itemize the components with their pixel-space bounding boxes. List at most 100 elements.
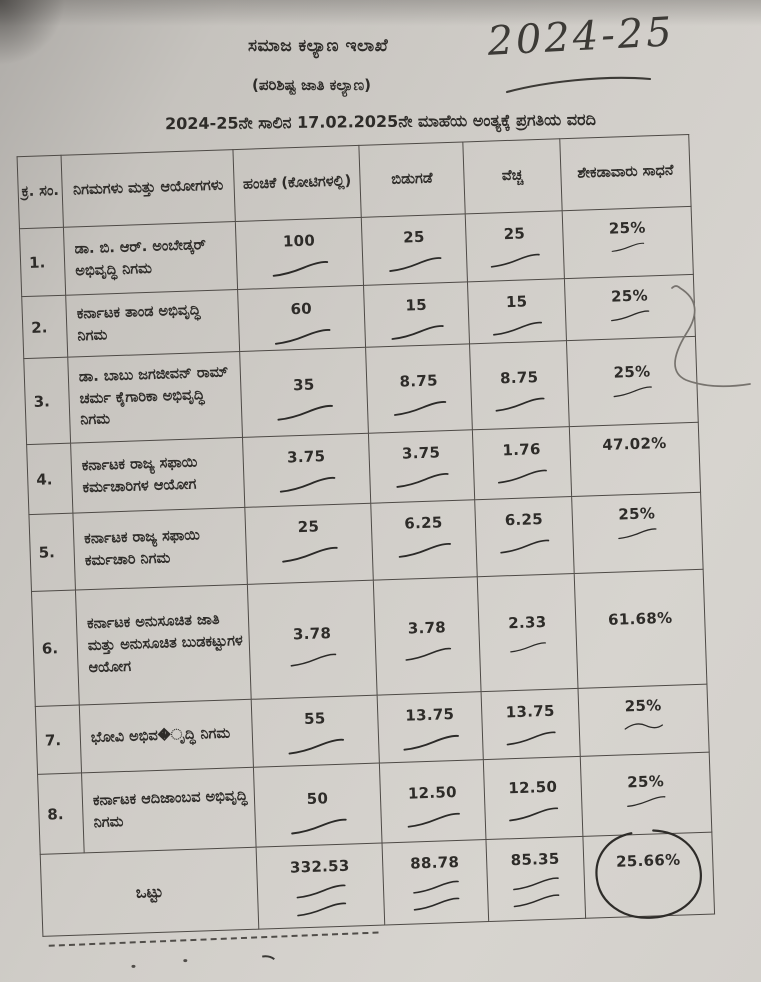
- row-number: 7.: [35, 704, 82, 775]
- row-number: 4.: [26, 443, 73, 515]
- allocation-value: 3.75: [286, 447, 326, 467]
- expenditure-cell: 13.75: [481, 688, 581, 760]
- progress-table: ಕ್ರ. ಸಂ. ನಿಗಮಗಳು ಮತ್ತು ಆಯೋಗಗಳು ಹಂಚಿಕೆ (ಕ…: [17, 134, 716, 937]
- release-value: 15: [405, 295, 428, 315]
- row-number: 3.: [23, 357, 71, 445]
- total-expenditure-value: 85.35: [510, 849, 560, 870]
- handwritten-tick: [404, 647, 451, 661]
- pen-mark: [262, 955, 275, 960]
- expenditure-cell: 12.50: [483, 756, 583, 840]
- achievement-cell: 25%: [578, 684, 710, 757]
- total-expenditure-cell: 85.35: [485, 836, 586, 922]
- release-cell: 12.50: [379, 759, 486, 844]
- row-number: 2.: [21, 295, 68, 359]
- handwritten-tick: [613, 386, 652, 398]
- expenditure-cell: 15: [467, 278, 567, 344]
- table-row: 8. ಕರ್ನಾಟಕ ಆದಿಜಾಂಬವ ಅಭಿವೃದ್ಧಿ ನಿಗಮ 50 12…: [37, 752, 712, 855]
- org-name: ಕರ್ನಾಟಕ ರಾಜ್ಯ ಸಫಾಯಿ ಕರ್ಮಚಾರಿ ನಿಗಮ: [72, 507, 248, 591]
- handwritten-tick: [500, 539, 550, 554]
- handwritten-tick: [618, 528, 657, 540]
- handwritten-tick: [413, 897, 459, 911]
- column-header-slno: ಕ್ರ. ಸಂ.: [17, 155, 64, 229]
- handwritten-tick: [513, 877, 559, 891]
- expenditure-value: 1.76: [502, 440, 541, 460]
- total-label: ಒಟ್ಟು: [40, 847, 259, 937]
- table-row: 1. ಡಾ. ಬಿ. ಆರ್. ಅಂಬೇಡ್ಕರ್ ಅಭಿವೃದ್ಧಿ ನಿಗಮ…: [19, 206, 694, 297]
- achievement-value: 25%: [624, 696, 662, 716]
- release-value: 6.25: [404, 513, 443, 533]
- handwritten-squiggle: [671, 285, 751, 388]
- org-name: ಕರ್ನಾಟಕ ಅನುಸೂಚಿತ ಜಾತಿ ಮತ್ತು ಅನುಸೂಚಿತ ಬುಡ…: [75, 584, 252, 705]
- row-number: 6.: [31, 590, 80, 707]
- document-title: ಸಮಾಜ ಕಲ್ಯಾಣ ಇಲಾಖೆ: [248, 36, 389, 56]
- total-achievement-value: 25.66%: [615, 850, 681, 871]
- expenditure-value: 25: [503, 224, 526, 244]
- handwritten-tick: [506, 731, 556, 746]
- release-value: 3.75: [401, 443, 441, 463]
- allocation-cell: 35: [239, 347, 369, 438]
- handwritten-tick: [272, 261, 328, 277]
- achievement-cell: 25%: [562, 206, 694, 279]
- table-row: 3. ಡಾ. ಬಾಬು ಜಗಜೀವನ್ ರಾಮ್ ಚರ್ಮ ಕೈಗಾರಿಕಾ ಅ…: [23, 336, 699, 445]
- handwritten-tick: [627, 796, 666, 807]
- column-header-achievement: ಶೇಕಡಾವಾರು ಸಾಧನೆ: [559, 134, 692, 211]
- expenditure-value: 12.50: [507, 777, 558, 798]
- total-allocation-value: 332.53: [289, 856, 350, 877]
- handwritten-tick: [296, 884, 346, 899]
- achievement-cell: 25%: [580, 752, 712, 837]
- allocation-value: 25: [297, 517, 320, 537]
- handwritten-underline: [505, 76, 652, 94]
- achievement-cell: 25%: [571, 492, 704, 574]
- allocation-value: 55: [303, 709, 326, 729]
- achievement-cell: 61.68%: [574, 569, 707, 689]
- allocation-value: 3.78: [292, 624, 332, 644]
- handwritten-tick: [279, 476, 335, 493]
- handwritten-tick: [495, 397, 545, 412]
- column-header-release: ಬಿಡುಗಡೆ: [358, 141, 466, 218]
- handwritten-tick: [509, 807, 559, 822]
- allocation-value: 50: [306, 789, 329, 808]
- handwritten-tick: [391, 325, 444, 340]
- handwritten-tick: [290, 818, 347, 835]
- handwritten-tick: [281, 546, 338, 563]
- release-cell: 25: [361, 213, 468, 286]
- allocation-cell: 60: [237, 285, 366, 352]
- achievement-cell: 47.02%: [569, 422, 701, 497]
- achievement-cell: 25%: [564, 274, 696, 341]
- handwritten-tick: [395, 473, 449, 488]
- achievement-cell: 25%: [566, 336, 699, 427]
- total-release-value: 88.78: [409, 852, 460, 873]
- achievement-value: 25%: [626, 772, 665, 792]
- org-name: ಡಾ. ಬಾಬು ಜಗಜೀವನ್ ರಾಮ್ ಚರ್ಮ ಕೈಗಾರಿಕಾ ಅಭಿವ…: [67, 351, 243, 444]
- row-number: 8.: [37, 772, 85, 855]
- handwritten-tick: [611, 242, 645, 252]
- handwritten-year: 2024-25: [486, 9, 676, 65]
- org-name: ಭೋವಿ ಅಭಿವ�ೃದ್ಧಿ ನಿಗಮ: [79, 699, 254, 773]
- expenditure-value: 15: [505, 292, 528, 312]
- row-number: 5.: [28, 513, 76, 592]
- release-value: 8.75: [399, 371, 439, 391]
- release-cell: 15: [363, 281, 470, 348]
- allocation-cell: 25: [244, 503, 374, 585]
- pen-dot: [183, 959, 188, 963]
- release-value: 13.75: [405, 705, 455, 725]
- handwritten-tick: [624, 723, 664, 730]
- table-row: 2. ಕರ್ನಾಟಕ ತಾಂಡ ಅಭಿವೃದ್ಧಿ ನಿಗಮ 60 15 15 …: [21, 274, 696, 359]
- allocation-cell: 3.75: [242, 433, 371, 508]
- release-value: 3.78: [407, 618, 447, 638]
- expenditure-cell: 2.33: [477, 573, 579, 692]
- column-header-organisations: ನಿಗಮಗಳು ಮತ್ತು ಆಯೋಗಗಳು: [61, 149, 236, 228]
- handwritten-circle: [595, 829, 702, 919]
- release-cell: 6.25: [370, 499, 478, 581]
- column-header-expenditure: ವೆಚ್ಚ: [462, 138, 563, 214]
- org-name: ಕರ್ನಾಟಕ ರಾಜ್ಯ ಸಫಾಯಿ ಕರ್ಮಚಾರಿಗಳ ಆಯೋಗ: [70, 437, 245, 514]
- row-number: 1.: [19, 227, 66, 297]
- expenditure-cell: 1.76: [472, 426, 572, 500]
- allocation-cell: 55: [251, 695, 380, 768]
- handwritten-tick: [493, 321, 543, 336]
- handwritten-tick: [398, 542, 451, 558]
- pen-dot: [131, 964, 136, 968]
- handwritten-tick: [388, 257, 441, 272]
- org-name: ಕರ್ನಾಟಕ ಆದಿಜಾಂಬವ ಅಭಿವೃದ್ಧಿ ನಿಗಮ: [81, 767, 257, 853]
- allocation-value: 35: [292, 375, 315, 395]
